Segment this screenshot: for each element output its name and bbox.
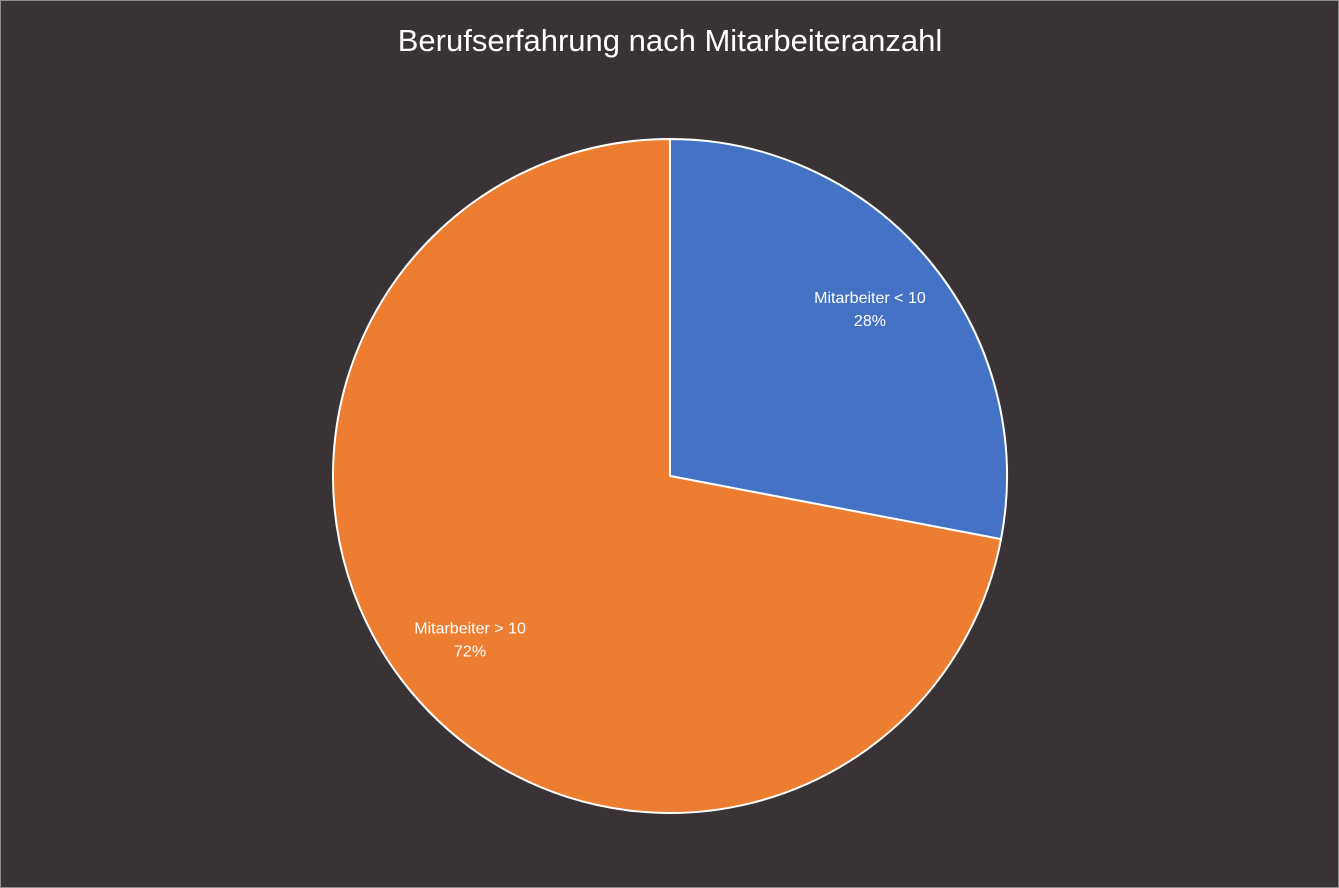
data-label-category: Mitarbeiter > 10 xyxy=(414,621,526,638)
chart-title: Berufserfahrung nach Mitarbeiteranzahl xyxy=(398,23,943,58)
data-label-value: 28% xyxy=(854,313,886,330)
data-label-category: Mitarbeiter < 10 xyxy=(814,290,926,307)
pie-slice xyxy=(669,137,1008,541)
data-label-value: 72% xyxy=(454,644,486,661)
pie-slice xyxy=(332,137,1003,814)
